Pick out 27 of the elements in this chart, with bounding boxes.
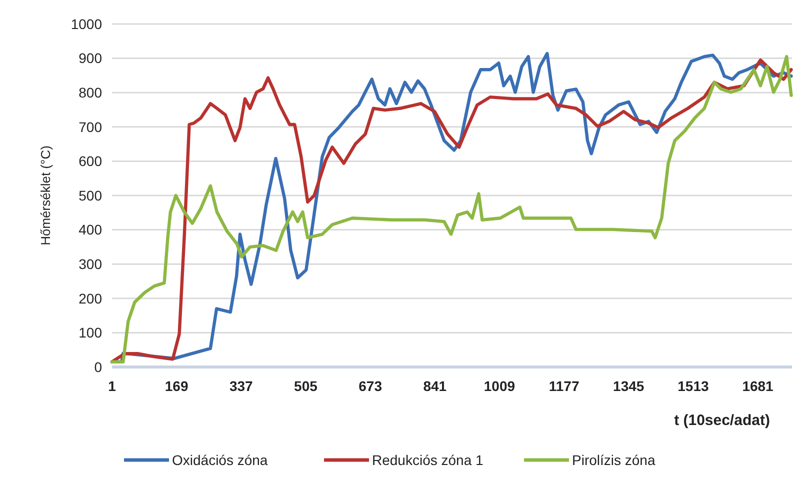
y-tick-label: 200 xyxy=(78,290,102,306)
y-tick-label: 400 xyxy=(78,222,102,238)
x-tick-label: 505 xyxy=(294,378,318,394)
y-tick-label: 700 xyxy=(78,118,102,135)
x-tick-label: 1 xyxy=(108,378,116,394)
x-tick-label: 841 xyxy=(423,378,447,394)
y-tick-label: 100 xyxy=(78,324,102,341)
y-tick-label: 0 xyxy=(94,358,102,375)
x-tick-label: 169 xyxy=(164,378,188,394)
legend-label: Redukciós zóna 1 xyxy=(372,452,484,468)
y-tick-label: 800 xyxy=(78,84,102,100)
y-tick-label: 300 xyxy=(78,256,102,272)
legend-label: Oxidációs zóna xyxy=(172,452,268,468)
legend-label: Pirolízis zóna xyxy=(572,452,656,468)
x-axis-title: t (10sec/adat) xyxy=(674,412,770,429)
x-tick-label: 1177 xyxy=(548,378,580,394)
x-tick-label: 673 xyxy=(358,378,382,394)
x-tick-label: 337 xyxy=(229,378,254,394)
x-tick-label: 1009 xyxy=(484,378,516,394)
y-tick-label: 600 xyxy=(78,153,102,170)
x-tick-label: 1681 xyxy=(742,378,774,394)
y-tick-label: 1000 xyxy=(70,16,102,32)
y-tick-label: 900 xyxy=(78,50,102,66)
x-tick-label: 1513 xyxy=(678,378,709,394)
y-tick-label: 500 xyxy=(78,187,102,204)
y-axis-title: Hőmérséklet (°C) xyxy=(38,146,53,246)
x-tick-label: 1345 xyxy=(613,378,644,394)
